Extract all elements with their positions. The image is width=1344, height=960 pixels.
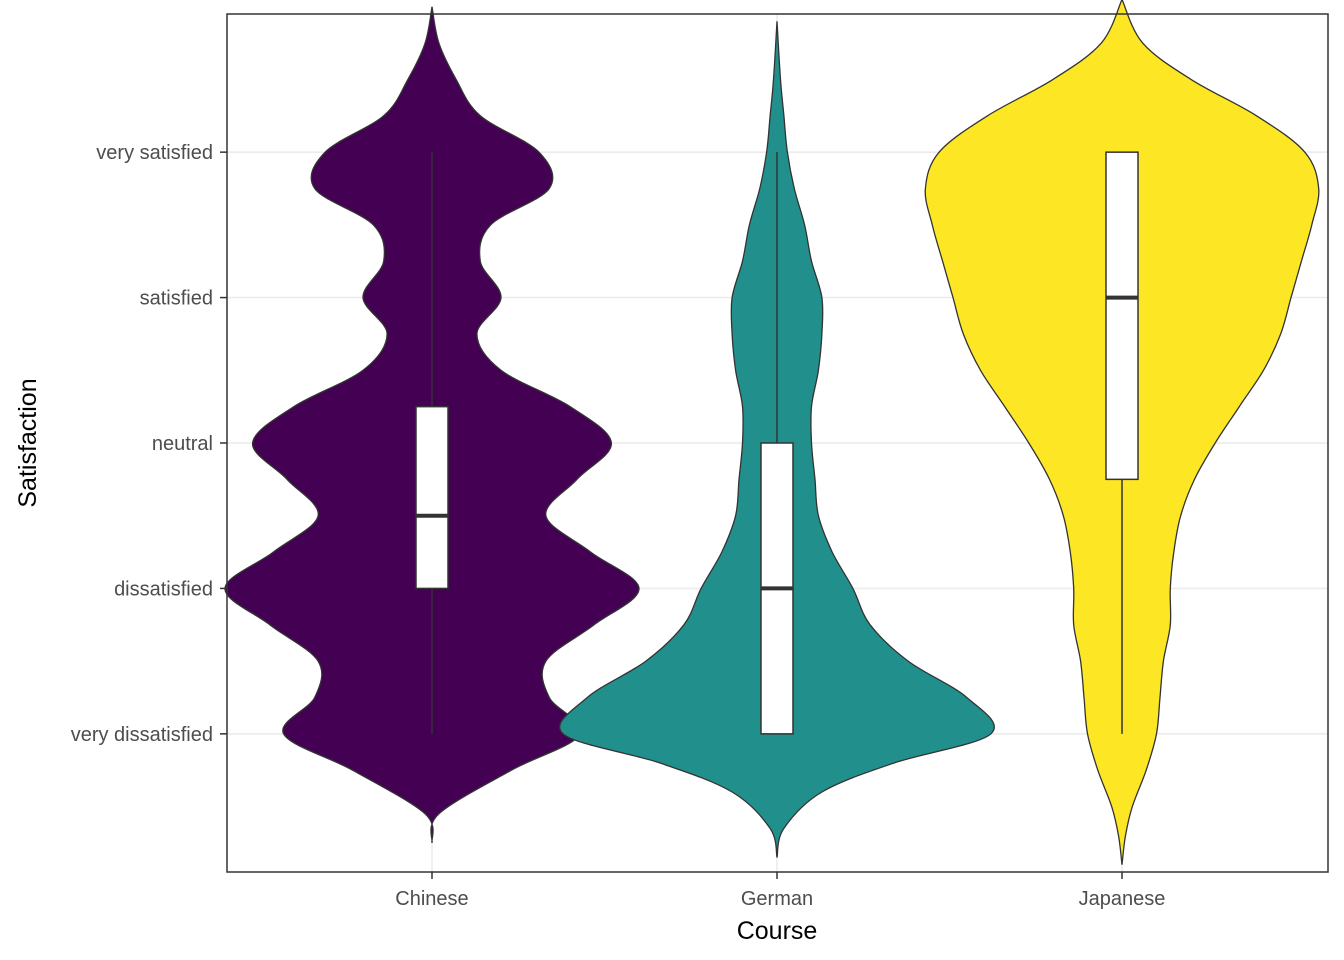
- y-axis-title: Satisfaction: [14, 378, 42, 507]
- box-japanese: [1105, 151, 1139, 481]
- x-tick-label-japanese: Japanese: [1079, 888, 1166, 910]
- x-axis-title: Course: [737, 917, 818, 945]
- y-tick-label-neutral: neutral: [152, 433, 213, 455]
- box-chinese: [415, 405, 449, 590]
- y-tick-label-dissatisfied: dissatisfied: [114, 578, 213, 600]
- x-tick-label-chinese: Chinese: [395, 888, 468, 910]
- x-tick-label-german: German: [741, 888, 813, 910]
- y-tick-label-satisfied: satisfied: [140, 288, 213, 310]
- violins: [224, 0, 1320, 865]
- axes: very dissatisfied dissatisfied neutral sati…: [71, 142, 1166, 910]
- y-tick-label-very-dissatisfied: very dissatisfied: [71, 724, 213, 746]
- y-tick-label-very-satisfied: very satisfied: [96, 142, 213, 164]
